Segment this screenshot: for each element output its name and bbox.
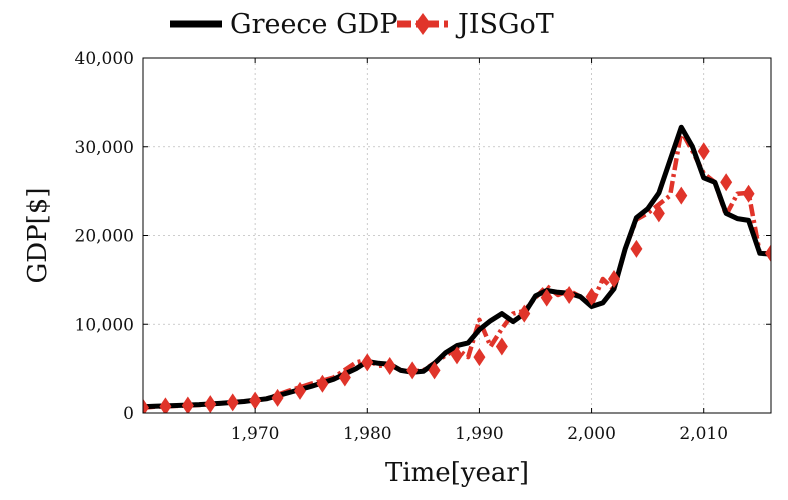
- y-axis-title: GDP[$]: [23, 188, 53, 284]
- data-point-jisgot: [675, 186, 688, 205]
- data-point-jisgot: [294, 381, 306, 400]
- series-layer: [143, 124, 771, 410]
- y-tick-labels: 0 10,000 20,000 30,000 40,000: [75, 49, 134, 424]
- legend-marker-diamond: [415, 13, 431, 35]
- data-point-jisgot: [495, 337, 508, 356]
- data-point-jisgot: [630, 239, 643, 258]
- x-tick-label: 1,970: [231, 424, 280, 444]
- series-line-jisgot: [143, 128, 771, 410]
- y-tick-label: 30,000: [75, 138, 134, 158]
- x-tick-labels: 1,970 1,980 1,990 2,000 2,010: [231, 424, 728, 444]
- data-point-jisgot: [563, 285, 576, 304]
- data-point-jisgot: [204, 395, 217, 413]
- y-tick-label: 10,000: [75, 315, 134, 335]
- data-point-jisgot: [226, 393, 239, 412]
- x-axis-title: Time[year]: [385, 458, 529, 488]
- data-point-jisgot: [159, 397, 172, 413]
- data-point-jisgot: [540, 288, 553, 307]
- data-point-jisgot: [181, 396, 194, 413]
- data-point-jisgot: [765, 244, 771, 263]
- data-point-jisgot: [697, 142, 710, 161]
- x-tick-label: 1,980: [343, 424, 392, 444]
- data-point-jisgot: [406, 361, 419, 380]
- data-point-jisgot: [518, 304, 531, 323]
- legend-label-greece-gdp: Greece GDP: [230, 9, 398, 40]
- data-point-jisgot: [608, 269, 620, 288]
- data-point-jisgot: [143, 398, 149, 413]
- y-tick-label: 20,000: [75, 227, 134, 247]
- series-line-greece-gdp: [143, 124, 771, 410]
- data-point-jisgot: [271, 388, 284, 407]
- markers-layer: [143, 142, 771, 413]
- y-tick-label: 40,000: [75, 49, 134, 69]
- data-point-jisgot: [249, 391, 262, 410]
- axis-ticks: [143, 57, 771, 414]
- x-tick-label: 2,000: [567, 424, 616, 444]
- y-tick-label: 0: [123, 404, 134, 424]
- data-point-jisgot: [316, 374, 329, 393]
- data-point-jisgot: [383, 356, 396, 375]
- data-point-jisgot: [720, 173, 733, 192]
- data-point-jisgot: [473, 348, 486, 367]
- x-tick-label: 1,990: [455, 424, 504, 444]
- data-point-jisgot: [361, 353, 374, 372]
- data-point-jisgot: [652, 204, 665, 223]
- data-point-jisgot: [585, 287, 598, 306]
- data-point-jisgot: [451, 346, 463, 365]
- legend-label-jisgot: JISGoT: [455, 9, 554, 40]
- data-point-jisgot: [742, 184, 755, 203]
- data-point-jisgot: [428, 361, 441, 380]
- data-point-jisgot: [338, 368, 351, 387]
- legend: Greece GDP JISGoT: [170, 9, 554, 40]
- x-tick-label: 2,010: [679, 424, 728, 444]
